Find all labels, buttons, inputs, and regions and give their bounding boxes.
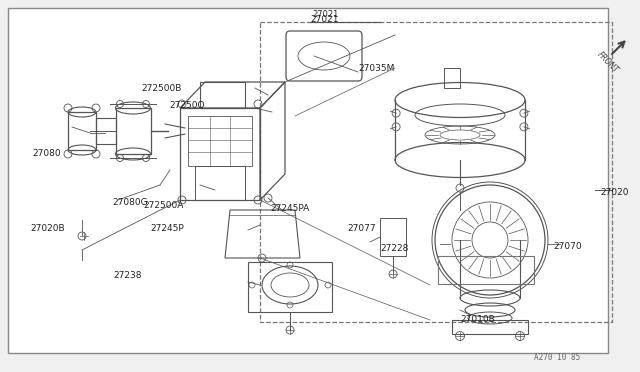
Text: 272500B: 272500B bbox=[141, 83, 181, 93]
Text: 27020B: 27020B bbox=[30, 224, 65, 232]
Text: 27228: 27228 bbox=[380, 244, 408, 253]
Text: FRONT: FRONT bbox=[596, 49, 620, 74]
Text: 27021: 27021 bbox=[312, 10, 339, 19]
Bar bbox=[116, 108, 151, 154]
Bar bbox=[444, 68, 460, 88]
Bar bbox=[438, 256, 534, 284]
Text: 27238: 27238 bbox=[113, 272, 141, 280]
Text: A270 10 85: A270 10 85 bbox=[534, 353, 580, 362]
Text: 27035M: 27035M bbox=[358, 64, 394, 73]
Text: 27080G: 27080G bbox=[112, 198, 148, 206]
Bar bbox=[195, 166, 245, 200]
Text: 27070: 27070 bbox=[553, 241, 582, 250]
Text: 27250Q: 27250Q bbox=[169, 100, 205, 109]
Text: 27245P: 27245P bbox=[150, 224, 184, 232]
Text: 27245PA: 27245PA bbox=[270, 203, 309, 212]
Text: 27021: 27021 bbox=[310, 15, 339, 23]
Bar bbox=[248, 262, 332, 312]
Bar bbox=[200, 82, 245, 108]
Bar bbox=[188, 116, 252, 166]
Text: 27077: 27077 bbox=[347, 224, 376, 232]
Bar bbox=[380, 218, 406, 256]
Text: 27080: 27080 bbox=[32, 148, 61, 157]
Bar bbox=[96, 118, 116, 144]
Text: 272500A: 272500A bbox=[143, 201, 184, 209]
Text: 27020: 27020 bbox=[600, 187, 628, 196]
Text: 27010B: 27010B bbox=[460, 315, 495, 324]
Bar bbox=[452, 320, 528, 334]
Bar bbox=[68, 112, 96, 150]
Bar bbox=[260, 22, 612, 322]
